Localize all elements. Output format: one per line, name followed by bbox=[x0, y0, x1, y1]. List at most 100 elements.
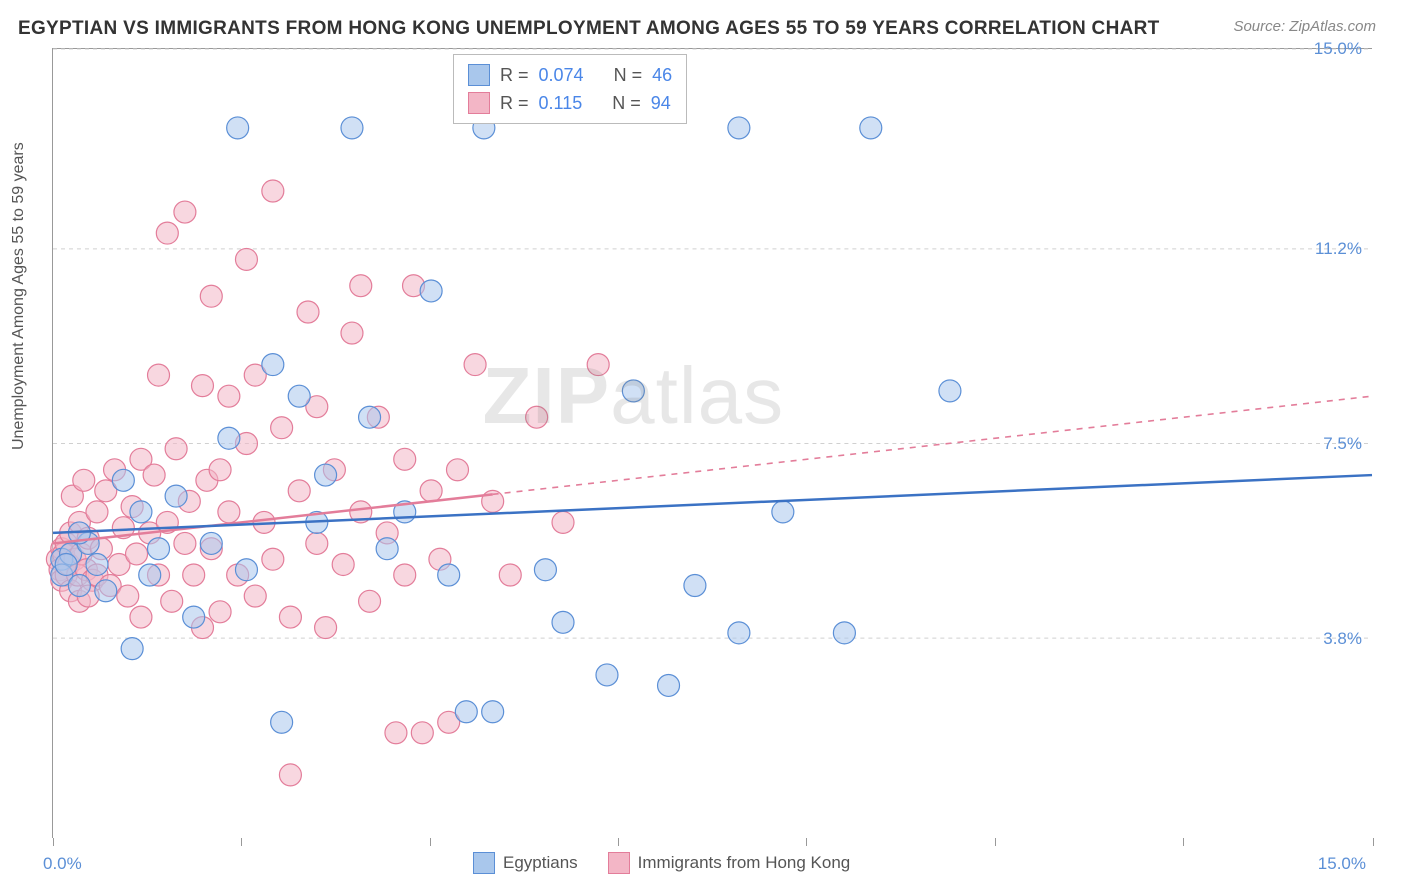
scatter-point bbox=[596, 664, 618, 686]
scatter-point bbox=[209, 459, 231, 481]
scatter-point bbox=[288, 480, 310, 502]
scatter-point bbox=[73, 469, 95, 491]
r-value-hongkong: 0.115 bbox=[539, 89, 583, 117]
scatter-point bbox=[860, 117, 882, 139]
scatter-point bbox=[130, 606, 152, 628]
stat-legend-row-hongkong: R = 0.115 N = 94 bbox=[468, 89, 672, 117]
x-tick bbox=[1183, 838, 1184, 846]
x-tick bbox=[53, 838, 54, 846]
x-tick bbox=[618, 838, 619, 846]
scatter-point bbox=[156, 222, 178, 244]
scatter-point bbox=[126, 543, 148, 565]
x-tick bbox=[806, 838, 807, 846]
scatter-point bbox=[420, 480, 442, 502]
scatter-point bbox=[183, 606, 205, 628]
scatter-point bbox=[235, 559, 257, 581]
swatch-egyptians bbox=[468, 64, 490, 86]
x-tick bbox=[995, 838, 996, 846]
scatter-point bbox=[209, 601, 231, 623]
scatter-point bbox=[161, 590, 183, 612]
stat-legend-row-egyptians: R = 0.074 N = 46 bbox=[468, 61, 672, 89]
swatch-hongkong bbox=[608, 852, 630, 874]
scatter-point bbox=[552, 511, 574, 533]
scatter-point bbox=[148, 364, 170, 386]
n-label: N = bbox=[612, 89, 641, 117]
scatter-point bbox=[279, 606, 301, 628]
legend-label-egyptians: Egyptians bbox=[503, 853, 578, 873]
scatter-point bbox=[271, 711, 293, 733]
chart-title: EGYPTIAN VS IMMIGRANTS FROM HONG KONG UN… bbox=[18, 18, 1160, 40]
scatter-point bbox=[587, 354, 609, 376]
n-value-egyptians: 46 bbox=[652, 61, 672, 89]
scatter-point bbox=[218, 427, 240, 449]
scatter-point bbox=[117, 585, 139, 607]
x-tick bbox=[430, 838, 431, 846]
scatter-point bbox=[332, 553, 354, 575]
scatter-point bbox=[420, 280, 442, 302]
scatter-point bbox=[95, 580, 117, 602]
r-label: R = bbox=[500, 61, 529, 89]
x-axis-max-label: 15.0% bbox=[1318, 854, 1366, 874]
scatter-plot-svg bbox=[53, 49, 1372, 838]
scatter-point bbox=[244, 585, 266, 607]
scatter-point bbox=[315, 617, 337, 639]
scatter-point bbox=[728, 622, 750, 644]
scatter-point bbox=[359, 406, 381, 428]
scatter-point bbox=[833, 622, 855, 644]
scatter-point bbox=[482, 701, 504, 723]
trendline-solid bbox=[53, 475, 1372, 533]
scatter-point bbox=[143, 464, 165, 486]
scatter-point bbox=[622, 380, 644, 402]
scatter-point bbox=[350, 275, 372, 297]
legend-item-hongkong: Immigrants from Hong Kong bbox=[608, 852, 851, 874]
scatter-point bbox=[191, 375, 213, 397]
scatter-point bbox=[658, 674, 680, 696]
swatch-hongkong bbox=[468, 92, 490, 114]
scatter-point bbox=[315, 464, 337, 486]
scatter-point bbox=[464, 354, 486, 376]
scatter-point bbox=[438, 564, 460, 586]
scatter-point bbox=[262, 354, 284, 376]
r-value-egyptians: 0.074 bbox=[539, 61, 584, 89]
scatter-point bbox=[227, 117, 249, 139]
scatter-point bbox=[139, 564, 161, 586]
scatter-point bbox=[112, 469, 134, 491]
scatter-point bbox=[728, 117, 750, 139]
scatter-point bbox=[552, 611, 574, 633]
scatter-point bbox=[297, 301, 319, 323]
scatter-point bbox=[165, 485, 187, 507]
scatter-point bbox=[772, 501, 794, 523]
scatter-point bbox=[218, 385, 240, 407]
scatter-point bbox=[174, 201, 196, 223]
y-tick-label: 7.5% bbox=[1323, 434, 1362, 454]
scatter-point bbox=[68, 575, 90, 597]
scatter-point bbox=[341, 322, 363, 344]
scatter-point bbox=[376, 538, 398, 560]
x-tick bbox=[241, 838, 242, 846]
scatter-point bbox=[341, 117, 363, 139]
scatter-point bbox=[200, 285, 222, 307]
source-credit: Source: ZipAtlas.com bbox=[1233, 18, 1376, 35]
y-tick-label: 11.2% bbox=[1315, 239, 1362, 259]
chart-area: ZIPatlas R = 0.074 N = 46 R = 0.115 N = … bbox=[52, 48, 1372, 838]
scatter-point bbox=[86, 553, 108, 575]
scatter-point bbox=[218, 501, 240, 523]
scatter-point bbox=[174, 532, 196, 554]
scatter-point bbox=[385, 722, 407, 744]
n-label: N = bbox=[614, 61, 643, 89]
x-tick bbox=[1373, 838, 1374, 846]
scatter-point bbox=[121, 638, 143, 660]
scatter-point bbox=[411, 722, 433, 744]
swatch-egyptians bbox=[473, 852, 495, 874]
x-axis-origin-label: 0.0% bbox=[43, 854, 82, 874]
series-legend: Egyptians Immigrants from Hong Kong bbox=[473, 852, 850, 874]
stat-legend: R = 0.074 N = 46 R = 0.115 N = 94 bbox=[453, 54, 687, 124]
r-label: R = bbox=[500, 89, 529, 117]
y-tick-label: 3.8% bbox=[1323, 629, 1362, 649]
scatter-point bbox=[279, 764, 301, 786]
scatter-point bbox=[306, 532, 328, 554]
y-axis-label: Unemployment Among Ages 55 to 59 years bbox=[10, 142, 28, 450]
scatter-point bbox=[235, 248, 257, 270]
scatter-point bbox=[939, 380, 961, 402]
scatter-point bbox=[394, 448, 416, 470]
